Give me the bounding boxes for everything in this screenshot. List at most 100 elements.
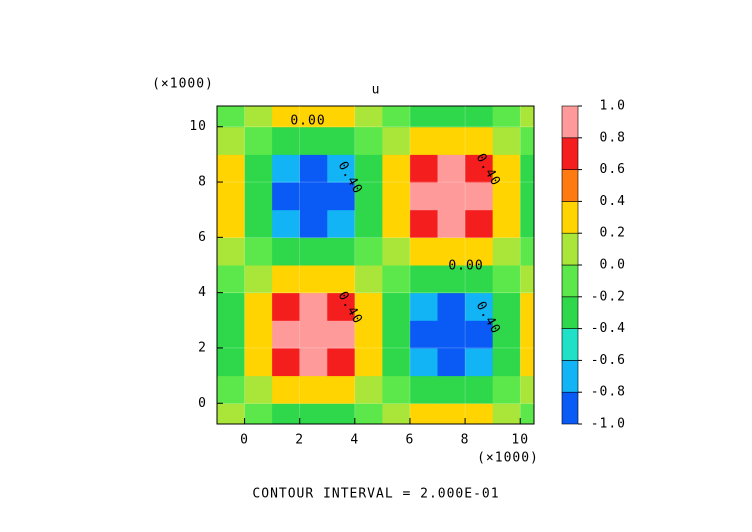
contour-cell — [520, 375, 534, 404]
contour-cell — [244, 347, 273, 377]
colorbar-box — [561, 264, 579, 298]
contour-cell — [299, 209, 328, 238]
colorbar-label: -0.2 — [591, 289, 626, 304]
contour-cell — [272, 237, 301, 266]
contour-cell — [327, 320, 356, 349]
contour-cell — [217, 126, 246, 155]
contour-cell — [437, 182, 466, 211]
contour-cell — [272, 347, 301, 377]
x-tick-label: 2 — [295, 433, 304, 448]
contour-cell — [520, 154, 534, 183]
contour-cell — [244, 375, 273, 404]
footer: CONTOUR INTERVAL = 2.000E-01 — [252, 487, 499, 502]
contour-cell — [492, 209, 521, 238]
contour-cell — [327, 182, 356, 211]
contour-cell — [272, 154, 301, 183]
colorbar-box — [561, 201, 579, 234]
contour-cell — [492, 347, 521, 377]
contour-cell — [520, 403, 534, 424]
contour-cell — [299, 126, 328, 155]
colorbar-box — [561, 296, 579, 329]
contour-cell — [520, 209, 534, 238]
contour-cell — [299, 182, 328, 211]
contour-cell — [244, 154, 273, 183]
contour-cell — [465, 209, 494, 238]
contour-cell — [327, 154, 356, 183]
contour-cell — [465, 375, 494, 404]
contour-cell — [217, 182, 246, 211]
contour-cell — [327, 209, 356, 238]
colorbar-label: 1.0 — [600, 99, 626, 114]
contour-cell — [299, 265, 328, 294]
contour-cell — [492, 106, 521, 128]
contour-cell — [272, 320, 301, 349]
contour-cell — [492, 292, 521, 321]
contour-cell — [409, 320, 439, 349]
contour-cell — [327, 403, 356, 424]
contour-cell — [437, 209, 466, 238]
contour-cell — [354, 106, 383, 128]
contour-cell — [354, 375, 383, 404]
contour-cell — [520, 320, 534, 349]
contour-cell — [437, 126, 466, 155]
contour-cell — [382, 320, 411, 349]
contour-cell — [409, 237, 439, 266]
contour-cell — [217, 106, 246, 128]
contour-cell — [217, 403, 246, 424]
contour-cell — [409, 182, 439, 211]
contour-cell — [244, 237, 273, 266]
contour-cell — [327, 292, 356, 321]
contour-cell — [465, 265, 494, 294]
contour-cell — [520, 182, 534, 211]
contour-cell — [327, 106, 356, 128]
contour-field — [217, 106, 534, 424]
contour-cell — [409, 126, 439, 155]
contour-cell — [244, 292, 273, 321]
colorbar-box — [561, 328, 579, 361]
contour-cell — [409, 375, 439, 404]
contour-cell — [409, 154, 439, 183]
contour-cell — [244, 209, 273, 238]
colorbar-label: 0.4 — [600, 194, 626, 209]
contour-cell — [299, 106, 328, 128]
contour-cell — [354, 126, 383, 155]
contour-cell — [244, 403, 273, 424]
contour-cell — [244, 320, 273, 349]
contour-cell — [492, 320, 521, 349]
contour-cell — [409, 209, 439, 238]
contour-cell — [217, 292, 246, 321]
x-tick-label: 10 — [511, 433, 529, 448]
contour-cell — [382, 375, 411, 404]
contour-cell — [492, 375, 521, 404]
contour-cell — [520, 106, 534, 128]
contour-label: 0.00 — [448, 259, 483, 274]
x-tick-label: 4 — [350, 433, 359, 448]
colorbar-box — [561, 137, 579, 170]
contour-cell — [382, 209, 411, 238]
contour-cell — [354, 237, 383, 266]
contour-cell — [354, 182, 383, 211]
colorbar-label: -1.0 — [591, 417, 626, 432]
colorbar-box — [561, 169, 579, 202]
contour-cell — [409, 403, 439, 424]
contour-cell — [327, 375, 356, 404]
colorbar-label: -0.4 — [591, 321, 626, 336]
contour-cell — [492, 265, 521, 294]
contour-cell — [217, 237, 246, 266]
x-multiplier: (×1000) — [477, 451, 539, 466]
contour-cell — [327, 347, 356, 377]
contour-cell — [520, 126, 534, 155]
contour-cell — [244, 265, 273, 294]
contour-cell — [437, 320, 466, 349]
contour-cell — [437, 237, 466, 266]
contour-cell — [492, 126, 521, 155]
contour-label: 0.00 — [290, 114, 325, 129]
x-tick-label: 0 — [240, 433, 249, 448]
contour-cell — [354, 209, 383, 238]
contour-cell — [327, 126, 356, 155]
contour-cell — [437, 154, 466, 183]
contour-cell — [465, 237, 494, 266]
contour-cell — [217, 154, 246, 183]
contour-cell — [520, 292, 534, 321]
